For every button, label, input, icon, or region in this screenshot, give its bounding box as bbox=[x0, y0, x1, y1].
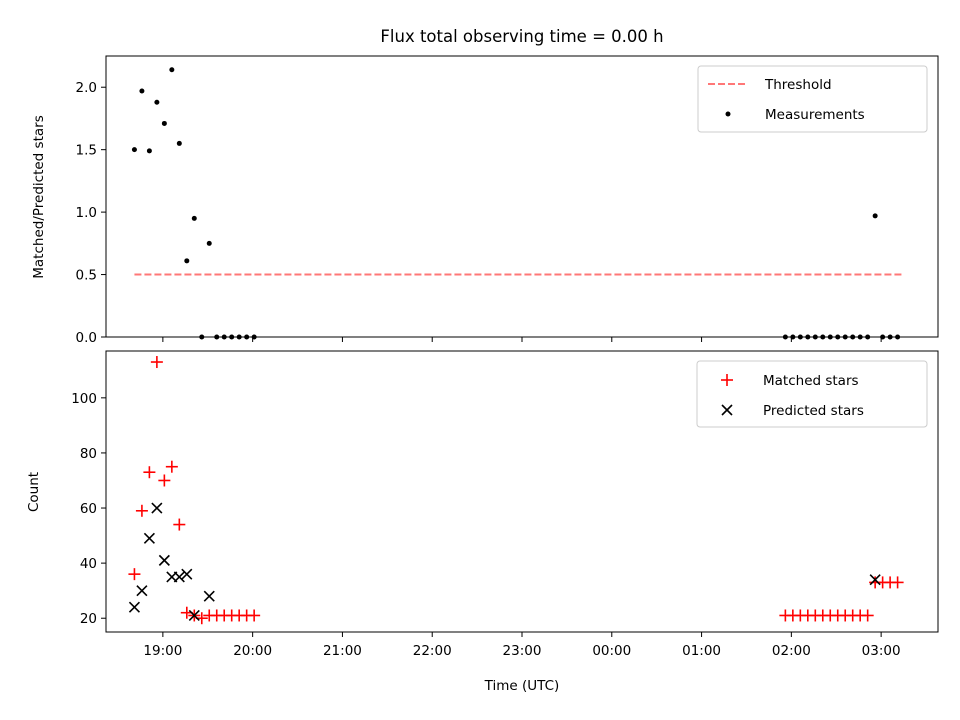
y-tick-label: 80 bbox=[80, 446, 97, 462]
measurement-point bbox=[191, 215, 197, 221]
predicted-star-point bbox=[173, 571, 185, 583]
bottom-panel: 20 40 60 80 100 19:00 20:00 21:00 22:00 23:00 00:… bbox=[26, 350, 939, 694]
bottom-y-axis-label: Count bbox=[26, 472, 42, 512]
y-tick-label: 60 bbox=[80, 501, 97, 517]
matched-star-point bbox=[128, 568, 141, 581]
measurement-point bbox=[176, 140, 182, 146]
y-tick-label: 100 bbox=[71, 391, 97, 407]
bottom-legend: Matched stars Predicted stars bbox=[696, 360, 928, 428]
measurement-point bbox=[206, 240, 212, 246]
predicted-star-point bbox=[181, 568, 193, 580]
top-panel: 0.00.51.01.52.0 Matched/Predicted stars … bbox=[31, 55, 939, 346]
x-axis-label: Time (UTC) bbox=[484, 678, 560, 694]
top-x-axis bbox=[162, 337, 882, 342]
y-tick-label: 20 bbox=[80, 611, 97, 627]
x-tick-label: 23:00 bbox=[503, 643, 542, 659]
measurement-point bbox=[184, 258, 190, 264]
matched-star-point bbox=[248, 609, 261, 622]
bottom-y-axis: 20 40 60 80 100 bbox=[71, 391, 106, 627]
legend-matched-label: Matched stars bbox=[763, 373, 859, 389]
y-tick-label: 2.0 bbox=[76, 80, 97, 96]
x-tick-label: 01:00 bbox=[682, 643, 721, 659]
predicted-star-point bbox=[203, 590, 215, 602]
top-y-axis: 0.0 0.5 1.0 1.5 2.0 bbox=[76, 80, 106, 346]
measurement-point bbox=[161, 120, 167, 126]
matched-star-point bbox=[861, 609, 874, 622]
legend-predicted-label: Predicted stars bbox=[763, 403, 864, 419]
y-tick-label: 40 bbox=[80, 556, 97, 572]
x-tick-label: 19:00 bbox=[143, 643, 182, 659]
top-y-axis-label: Matched/Predicted stars bbox=[31, 115, 47, 278]
predicted-star-point bbox=[151, 502, 163, 514]
x-tick-label: 21:00 bbox=[323, 643, 362, 659]
y-tick-label: 0.0 bbox=[76, 330, 97, 346]
chart-title: Flux total observing time = 0.00 h bbox=[380, 27, 663, 46]
top-legend-box bbox=[697, 65, 928, 133]
predicted-star-point bbox=[188, 609, 200, 622]
measurement-point bbox=[139, 88, 145, 94]
top-legend: Threshold Measurements bbox=[697, 65, 928, 133]
legend-measurements-label: Measurements bbox=[765, 107, 865, 123]
predicted-star-point bbox=[136, 585, 148, 597]
bottom-plot-area bbox=[128, 356, 904, 625]
matched-star-point bbox=[165, 460, 178, 473]
legend-threshold-label: Threshold bbox=[764, 77, 832, 93]
y-tick-label: 1.5 bbox=[76, 143, 97, 159]
legend-measurements-swatch bbox=[725, 111, 731, 117]
matched-star-point bbox=[150, 356, 163, 369]
measurement-point bbox=[131, 147, 137, 153]
measurement-point bbox=[872, 213, 878, 219]
y-tick-label: 1.0 bbox=[76, 205, 97, 221]
x-tick-label: 03:00 bbox=[862, 643, 901, 659]
predicted-star-point bbox=[158, 554, 170, 566]
x-tick-label: 02:00 bbox=[772, 643, 811, 659]
predicted-star-point bbox=[128, 601, 140, 613]
predicted-star-point bbox=[869, 574, 881, 586]
legend-predicted-swatch bbox=[721, 404, 733, 416]
matched-star-point bbox=[173, 518, 186, 531]
matched-star-point bbox=[135, 504, 148, 517]
matched-star-point bbox=[143, 466, 156, 479]
x-tick-label: 22:00 bbox=[413, 643, 452, 659]
x-tick-label: 00:00 bbox=[592, 643, 631, 659]
measurement-point bbox=[169, 67, 175, 73]
bottom-legend-box bbox=[696, 360, 928, 428]
matched-star-point bbox=[158, 474, 171, 487]
legend-matched-swatch bbox=[721, 374, 733, 386]
measurement-point bbox=[154, 99, 160, 105]
measurement-point bbox=[146, 148, 152, 154]
predicted-star-point bbox=[143, 532, 155, 544]
x-tick-label: 20:00 bbox=[233, 643, 272, 659]
y-tick-label: 0.5 bbox=[76, 268, 97, 284]
matched-star-point bbox=[891, 576, 904, 589]
bottom-x-axis: 19:00 20:00 21:00 22:00 23:00 00:00 01:00 02:00… bbox=[143, 632, 901, 659]
